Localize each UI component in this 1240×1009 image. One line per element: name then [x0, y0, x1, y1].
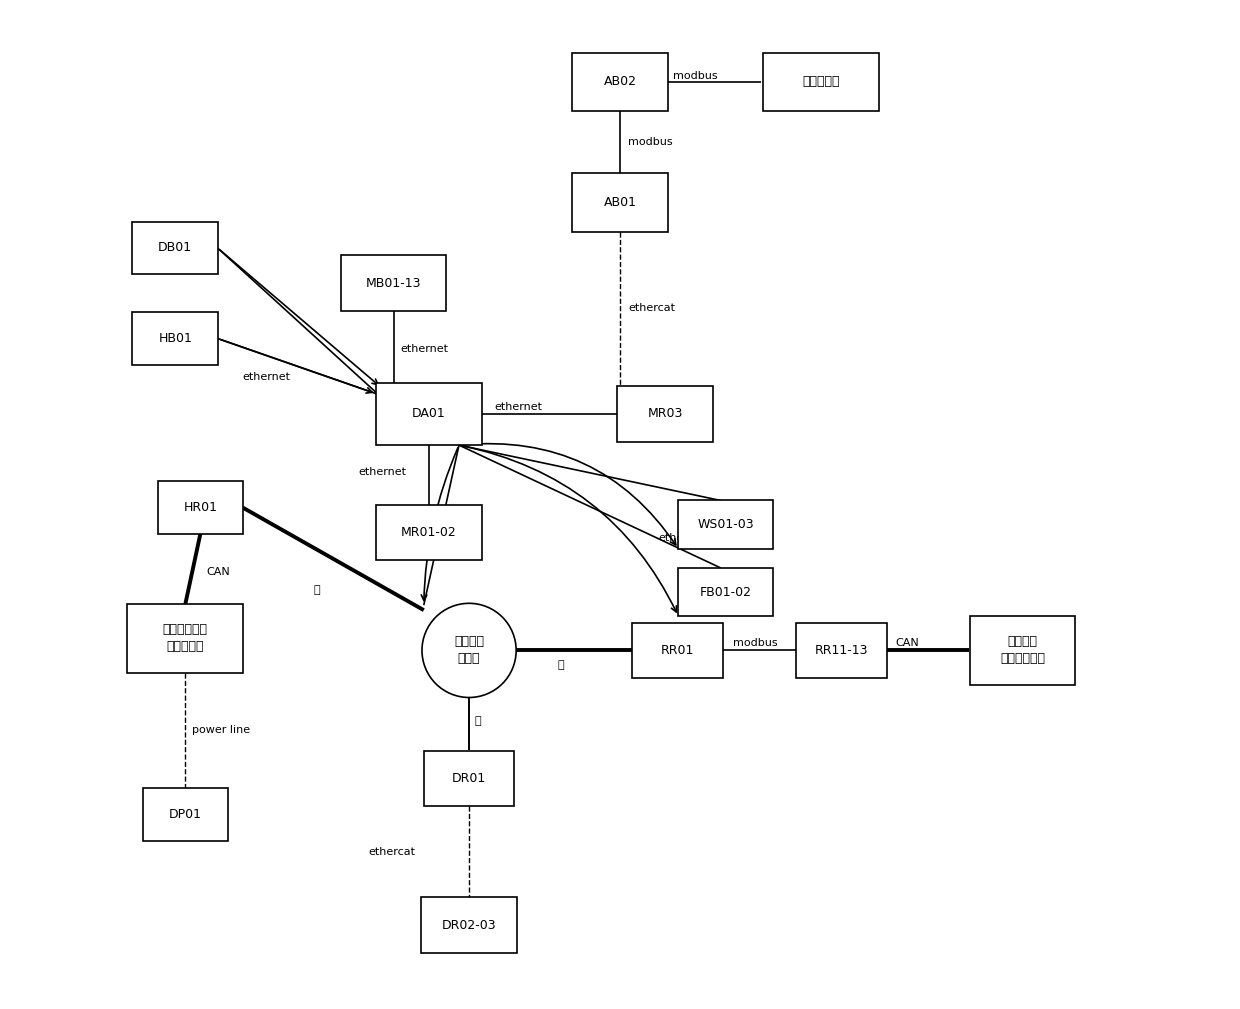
- Text: 反: 反: [558, 661, 564, 671]
- Text: CAN: CAN: [206, 567, 231, 577]
- FancyBboxPatch shape: [424, 751, 515, 806]
- Text: RR11-13: RR11-13: [815, 644, 868, 657]
- Text: WS01-03: WS01-03: [697, 519, 754, 531]
- Text: 反射内存
交换机: 反射内存 交换机: [454, 636, 484, 665]
- Text: DP01: DP01: [169, 808, 202, 821]
- FancyBboxPatch shape: [376, 504, 481, 560]
- Text: MR01-02: MR01-02: [401, 526, 456, 539]
- Text: modbus: modbus: [733, 639, 777, 649]
- FancyBboxPatch shape: [618, 386, 713, 442]
- FancyBboxPatch shape: [341, 255, 446, 311]
- FancyBboxPatch shape: [422, 897, 517, 952]
- FancyBboxPatch shape: [133, 222, 218, 274]
- FancyBboxPatch shape: [632, 623, 723, 678]
- Text: modbus: modbus: [673, 71, 718, 81]
- Text: DA01: DA01: [412, 408, 445, 421]
- Circle shape: [422, 603, 516, 697]
- FancyBboxPatch shape: [133, 313, 218, 364]
- FancyBboxPatch shape: [678, 500, 774, 549]
- Text: MB01-13: MB01-13: [366, 276, 422, 290]
- FancyBboxPatch shape: [128, 604, 243, 673]
- Text: power line: power line: [192, 724, 250, 735]
- Text: 测功机系统: 测功机系统: [802, 76, 839, 89]
- Text: DR02-03: DR02-03: [441, 918, 496, 931]
- Text: ethercat: ethercat: [627, 304, 675, 313]
- Text: ethernet: ethernet: [358, 467, 407, 477]
- Text: ethernet: ethernet: [401, 343, 449, 353]
- Text: MR03: MR03: [647, 408, 683, 421]
- Text: 附件测试
试验台传感器: 附件测试 试验台传感器: [999, 636, 1045, 665]
- Text: 反: 反: [314, 585, 320, 595]
- Text: RR01: RR01: [661, 644, 694, 657]
- Text: modbus: modbus: [627, 137, 672, 147]
- Text: AB02: AB02: [604, 76, 636, 89]
- Text: ethernet: ethernet: [243, 371, 290, 381]
- Text: 反: 反: [474, 715, 481, 725]
- FancyBboxPatch shape: [376, 382, 481, 445]
- Text: FB01-02: FB01-02: [699, 585, 751, 598]
- Text: 燃料电池汽车
车载传感器: 燃料电池汽车 车载传感器: [162, 624, 208, 654]
- Text: ethercat: ethercat: [368, 847, 415, 857]
- Text: ethernet: ethernet: [658, 533, 707, 543]
- FancyBboxPatch shape: [157, 481, 243, 534]
- FancyBboxPatch shape: [572, 52, 668, 111]
- Text: ethernet: ethernet: [495, 402, 542, 412]
- FancyBboxPatch shape: [970, 616, 1075, 685]
- Text: AB01: AB01: [604, 196, 636, 209]
- FancyBboxPatch shape: [143, 788, 228, 840]
- Text: HR01: HR01: [184, 501, 217, 514]
- Text: DB01: DB01: [159, 241, 192, 254]
- Text: HB01: HB01: [159, 332, 192, 345]
- Text: DR01: DR01: [451, 772, 486, 785]
- Text: 反: 反: [474, 661, 481, 671]
- FancyBboxPatch shape: [572, 174, 668, 232]
- FancyBboxPatch shape: [678, 568, 774, 616]
- FancyBboxPatch shape: [796, 623, 887, 678]
- Text: CAN: CAN: [895, 639, 919, 649]
- FancyBboxPatch shape: [764, 52, 879, 111]
